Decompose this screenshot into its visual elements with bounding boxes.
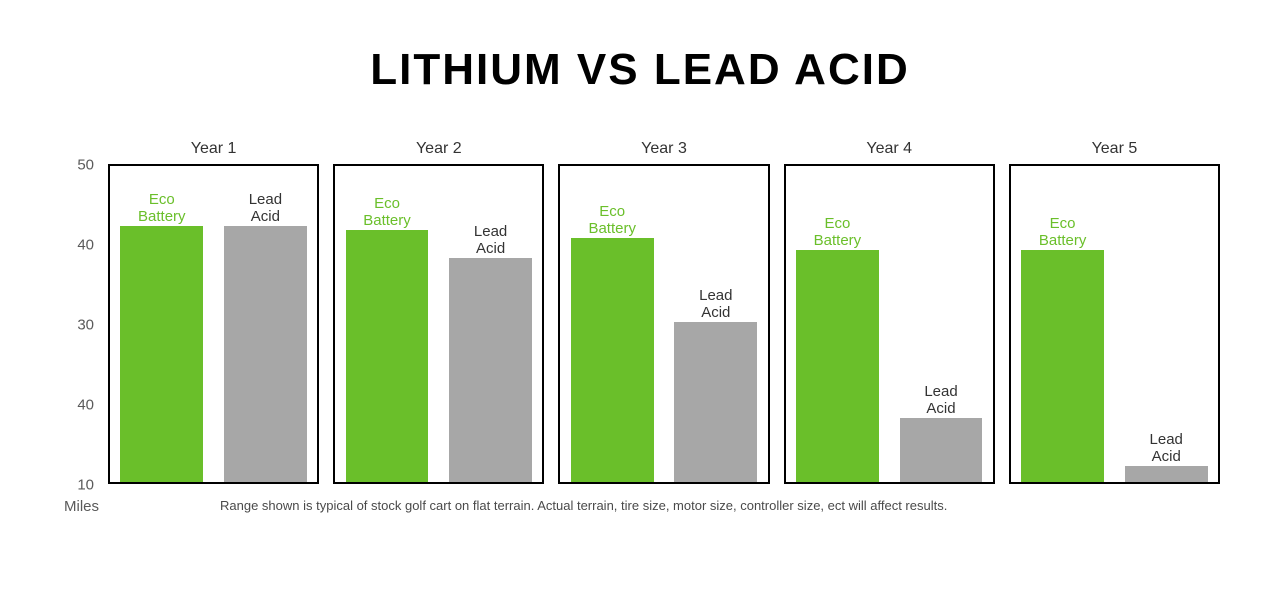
bar-lead: [900, 418, 983, 482]
bar-eco: [120, 226, 203, 482]
panel: Year 2 Eco Battery Lead Acid: [333, 140, 544, 488]
bar-eco: [346, 230, 429, 482]
bar-label-eco: Eco Battery: [571, 204, 654, 237]
panel-title: Year 3: [641, 140, 687, 158]
chart-title: LITHIUM VS LEAD ACID: [0, 45, 1280, 95]
bar-lead: [1125, 466, 1208, 482]
bar-lead: [224, 226, 307, 482]
panel: Year 1 Eco Battery Lead Acid: [108, 140, 319, 488]
page-root: LITHIUM VS LEAD ACID 50 40 30 40 10 Miles Ye…: [0, 0, 1280, 605]
y-axis: 5040304010: [60, 165, 100, 485]
bar-label-lead: Lead Acid: [900, 384, 983, 417]
plot-area: Eco Battery Lead Acid: [558, 164, 769, 484]
panel-title: Year 1: [191, 140, 237, 158]
y-tick: 40: [77, 397, 94, 414]
bar-label-eco: Eco Battery: [120, 192, 203, 225]
bar-lead: [674, 322, 757, 482]
panel-title: Year 5: [1092, 140, 1138, 158]
bar-label-eco: Eco Battery: [346, 196, 429, 229]
panel: Year 5 Eco Battery Lead Acid: [1009, 140, 1220, 488]
bar-eco: [571, 238, 654, 482]
panel: Year 4 Eco Battery Lead Acid: [784, 140, 995, 488]
plot-area: Eco Battery Lead Acid: [333, 164, 544, 484]
plot-area: Eco Battery Lead Acid: [108, 164, 319, 484]
y-tick: 40: [77, 237, 94, 254]
bar-label-lead: Lead Acid: [1125, 432, 1208, 465]
bar-label-lead: Lead Acid: [674, 288, 757, 321]
y-tick: 50: [77, 157, 94, 174]
bar-eco: [796, 250, 879, 482]
bar-lead: [449, 258, 532, 482]
footnote: Range shown is typical of stock golf car…: [220, 498, 1200, 513]
y-axis-label: Miles: [64, 498, 99, 515]
plot-area: Eco Battery Lead Acid: [784, 164, 995, 484]
y-tick: 10: [77, 477, 94, 494]
bar-label-lead: Lead Acid: [449, 224, 532, 257]
bar-label-lead: Lead Acid: [224, 192, 307, 225]
bar-label-eco: Eco Battery: [1021, 216, 1104, 249]
plot-area: Eco Battery Lead Acid: [1009, 164, 1220, 484]
panel-title: Year 4: [866, 140, 912, 158]
panel: Year 3 Eco Battery Lead Acid: [558, 140, 769, 488]
y-tick: 30: [77, 317, 94, 334]
bar-eco: [1021, 250, 1104, 482]
panels-row: Year 1 Eco Battery Lead Acid Year 2 Eco Batt…: [108, 140, 1220, 488]
bar-label-eco: Eco Battery: [796, 216, 879, 249]
panel-title: Year 2: [416, 140, 462, 158]
